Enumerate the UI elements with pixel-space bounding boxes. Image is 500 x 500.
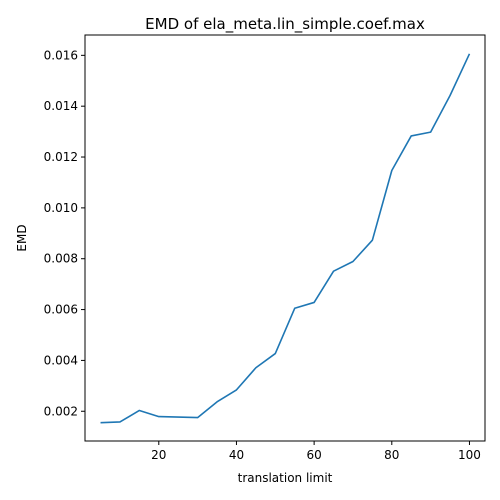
- x-axis: 20 40 60 80 100: [151, 441, 481, 462]
- y-axis-label: EMD: [15, 224, 29, 251]
- chart-marks: [100, 53, 471, 424]
- series-line: [100, 53, 471, 424]
- plot-frame: [84, 34, 486, 442]
- y-tick-label: 0.016: [44, 48, 78, 62]
- x-tick-label: 60: [306, 448, 321, 462]
- y-tick-label: 0.002: [44, 404, 78, 418]
- y-tick-label: 0.008: [44, 252, 78, 266]
- x-tick-label: 40: [229, 448, 244, 462]
- y-tick-label: 0.010: [44, 201, 78, 215]
- y-tick-label: 0.004: [44, 353, 78, 367]
- x-tick-label: 100: [458, 448, 481, 462]
- y-tick-label: 0.006: [44, 303, 78, 317]
- x-tick-label: 20: [151, 448, 166, 462]
- x-axis-label: translation limit: [238, 471, 333, 485]
- y-axis: 0.002 0.004 0.006 0.008 0.010 0.012 0.014 0.016: [44, 48, 85, 418]
- y-tick-label: 0.012: [44, 150, 78, 164]
- y-tick-label: 0.014: [44, 99, 78, 113]
- chart-title: EMD of ela_meta.lin_simple.coef.max: [145, 15, 425, 34]
- x-tick-label: 80: [384, 448, 399, 462]
